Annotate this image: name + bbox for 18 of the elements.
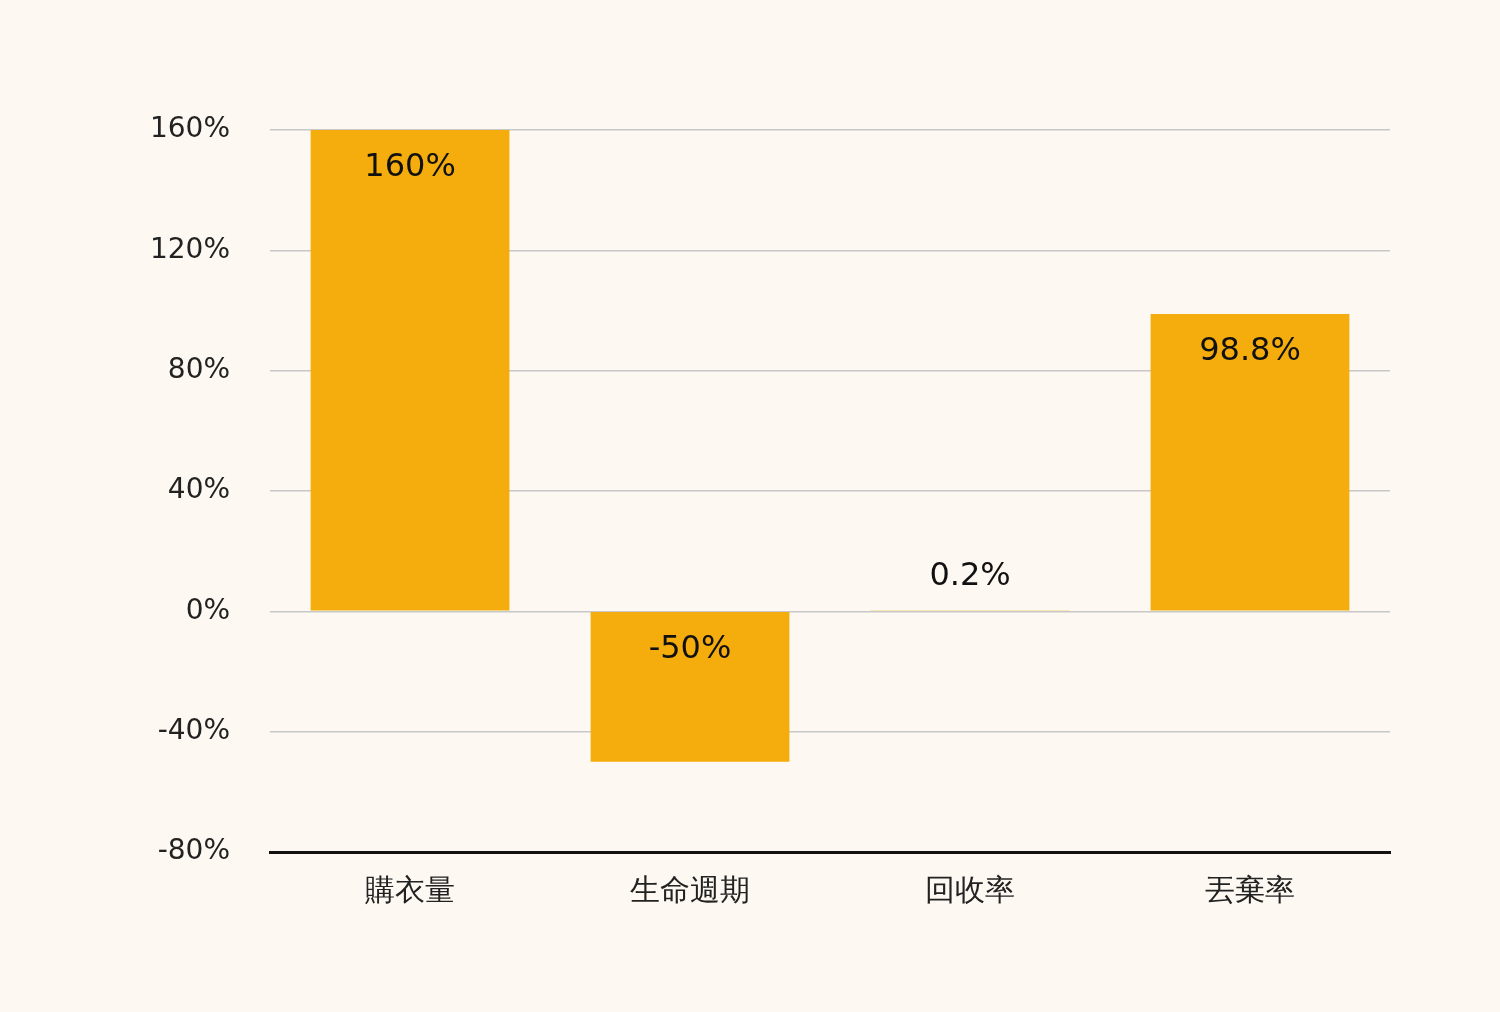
y-tick-label: 160% [149,111,231,145]
bar [310,130,510,611]
y-tick-label: 0% [185,592,231,626]
x-tick-label: 丟棄率 [1205,871,1296,907]
y-tick-label: 80% [167,351,231,385]
data-label: 160% [364,146,456,185]
y-tick-label: 40% [167,472,231,506]
data-label: -50% [648,628,732,667]
data-label: 0.2% [929,554,1011,593]
y-tick-label: -80% [157,833,231,867]
y-tick-label: -40% [157,712,231,746]
bar [590,612,790,762]
data-label: 98.8% [1199,330,1301,369]
x-tick-label: 生命週期 [630,871,751,907]
bar [1150,314,1350,611]
x-tick-label: 回收率 [925,871,1016,907]
y-tick-label: 120% [149,231,231,265]
x-tick-label: 購衣量 [365,871,456,907]
